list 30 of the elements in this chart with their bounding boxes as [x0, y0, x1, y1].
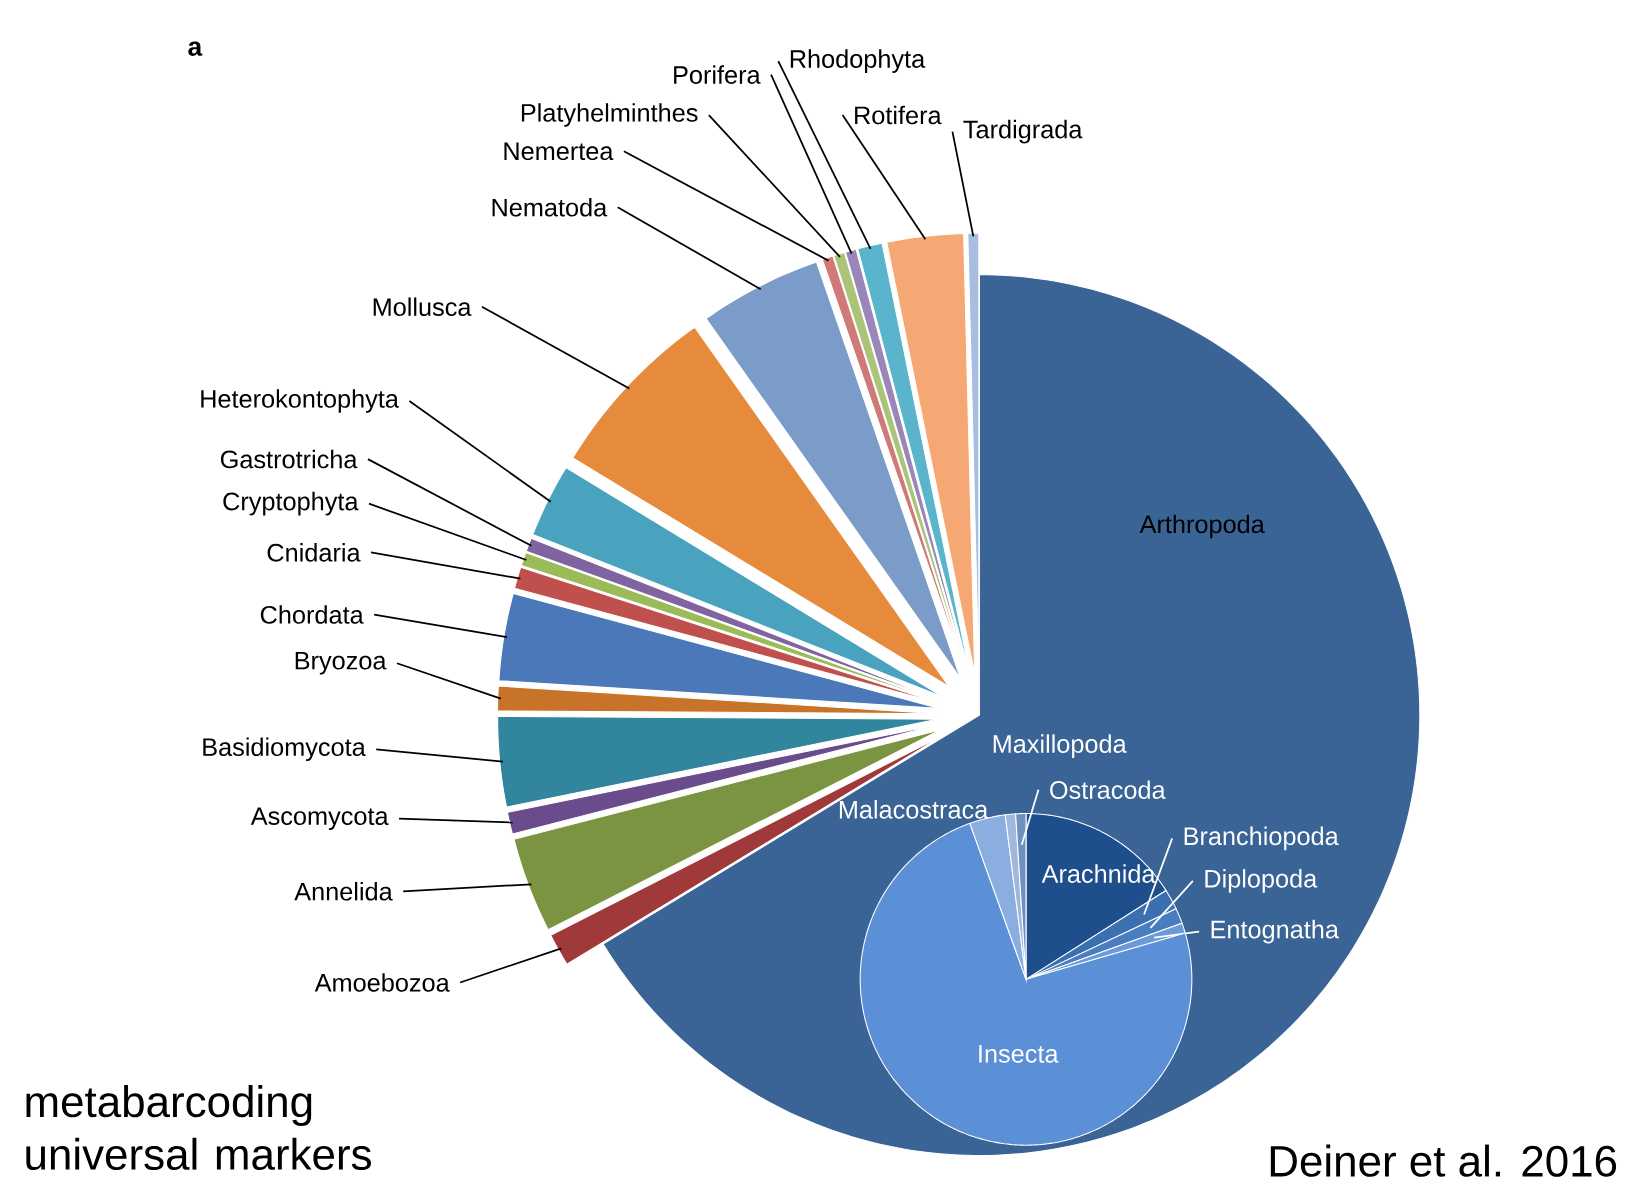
text: Deiner et al. 2016	[1270, 1144, 1617, 1178]
slice-label: Arachnida	[1041, 864, 1156, 884]
slice-label: Porifera	[674, 65, 761, 85]
slice-label: Entognatha	[1211, 920, 1339, 944]
slice-label: Ascomycota	[250, 807, 389, 831]
slice-label: Branchiopoda	[1184, 826, 1339, 851]
slice-label: Mollusca	[373, 297, 472, 317]
slice-label: Bryozoa	[295, 652, 387, 675]
slice-label: Maxillopoda	[993, 734, 1127, 759]
slice-label: Chordata	[260, 605, 364, 624]
slice-label: Tardigrada	[963, 119, 1083, 144]
slice-label: Rotifera	[855, 105, 942, 125]
slice-label: Insecta	[979, 1045, 1059, 1063]
slice-label: Basidiomycota	[203, 737, 366, 762]
slice-label: Gastrotricha	[220, 449, 358, 469]
slice-label: Nemertea	[504, 142, 614, 161]
text: a	[188, 41, 203, 57]
slice-label: Rhodophyta	[790, 49, 926, 74]
slice-label: Amoebozoa	[314, 973, 450, 992]
slice-label: Arthropoda	[1139, 514, 1265, 539]
slice-label: Diplopoda	[1205, 869, 1318, 893]
slice-label: Ostracoda	[1050, 780, 1166, 800]
slice-label: Annelida	[294, 882, 393, 901]
slice-label: Nematoda	[492, 198, 608, 217]
slice-label: Cnidaria	[267, 543, 361, 562]
slice-label: Platyhelminthes	[521, 103, 698, 127]
slice-label: Cryptophyta	[223, 492, 359, 516]
slice-label: Malacostraca	[839, 800, 989, 819]
text: metabarcoding universal markers	[26, 1085, 371, 1171]
slice-label: Heterokontophyta	[201, 389, 399, 413]
